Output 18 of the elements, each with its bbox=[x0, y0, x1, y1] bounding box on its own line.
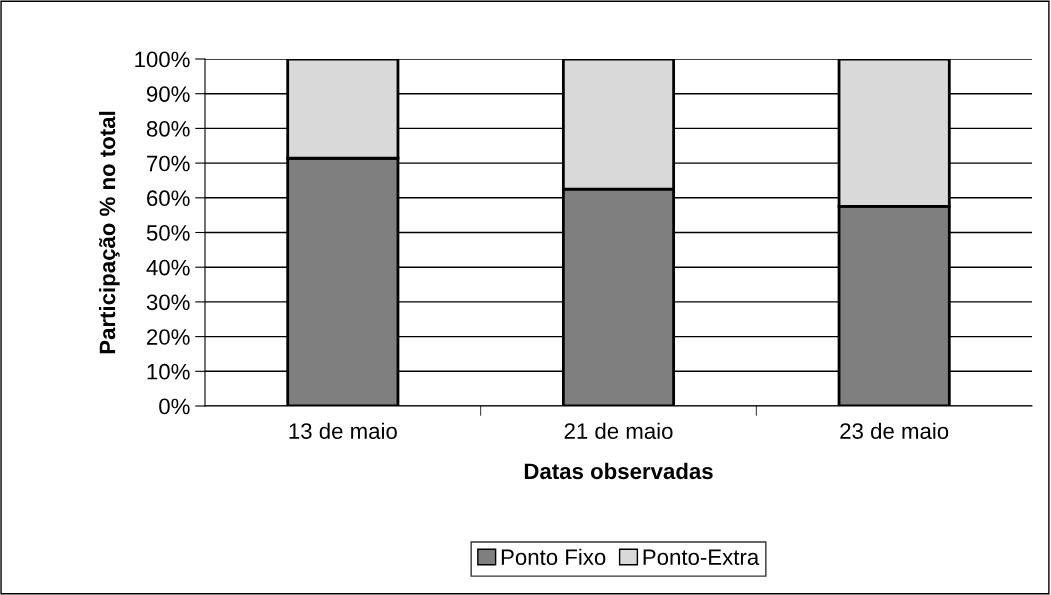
y-tick-label: 100% bbox=[135, 51, 190, 68]
x-tick-label: 23 de maio bbox=[840, 422, 949, 439]
y-tick-label: 10% bbox=[147, 363, 190, 380]
x-axis-title: Datas observadas bbox=[524, 462, 713, 480]
y-tick-label: 60% bbox=[147, 190, 190, 207]
y-tick-label: 0% bbox=[159, 398, 190, 415]
x-tick-label: 21 de maio bbox=[564, 422, 673, 439]
x-tick-label: 13 de maio bbox=[289, 422, 397, 439]
y-axis-title: Participação % no total bbox=[98, 111, 120, 354]
legend-label: Ponto Fixo bbox=[501, 548, 606, 566]
y-tick-label: 30% bbox=[146, 294, 190, 311]
y-tick-label: 50% bbox=[146, 225, 190, 241]
y-tick-label: 90% bbox=[146, 86, 190, 102]
legend-label: Ponto-Extra bbox=[643, 549, 760, 566]
y-tick-label: 80% bbox=[146, 120, 190, 137]
y-tick-label: 40% bbox=[146, 259, 190, 276]
y-tick-label: 20% bbox=[147, 329, 190, 345]
y-tick-label: 70% bbox=[147, 155, 190, 172]
